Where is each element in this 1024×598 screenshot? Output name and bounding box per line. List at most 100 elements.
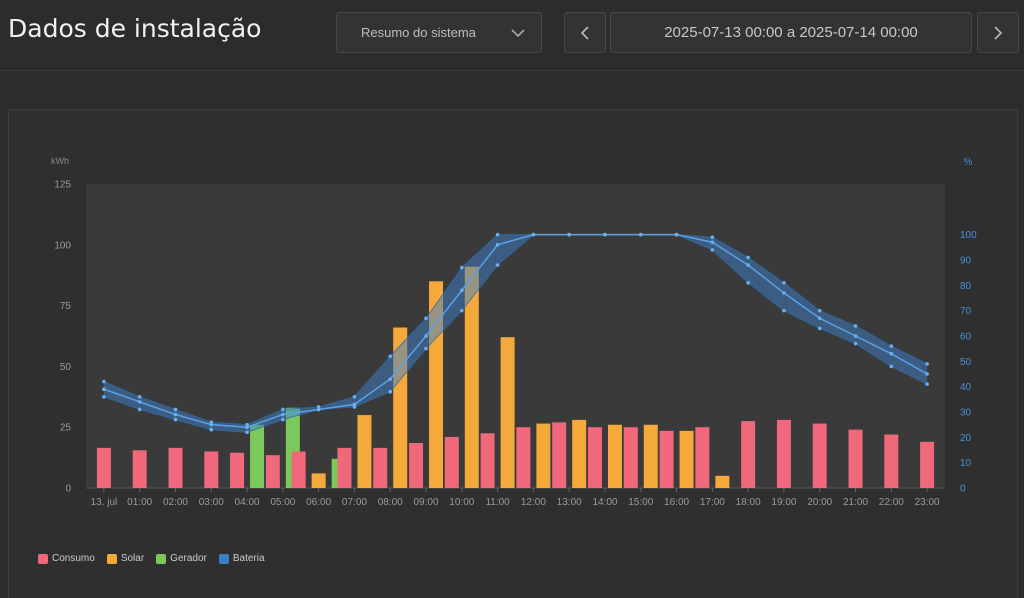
- battery-point: [603, 232, 607, 237]
- legend-swatch: [156, 553, 167, 564]
- battery-point: [102, 387, 106, 392]
- legend-item-consumo[interactable]: Consumo: [38, 553, 95, 564]
- battery-point: [424, 346, 428, 351]
- bar-consumo: [552, 422, 567, 488]
- y2-tick-label: 40: [960, 382, 972, 393]
- bar-solar: [715, 475, 730, 488]
- battery-max-line: [103, 234, 928, 426]
- next-period-button[interactable]: [977, 12, 1019, 53]
- bar-consumo: [884, 434, 899, 488]
- battery-point: [746, 281, 750, 285]
- y2-tick-label: 60: [960, 332, 972, 343]
- bar-consumo: [409, 443, 424, 488]
- battery-point: [853, 324, 858, 328]
- bar-consumo: [848, 429, 863, 488]
- x-tick-label: 21:00: [843, 497, 868, 508]
- view-select-label: Resumo do sistema: [361, 25, 476, 40]
- legend-label: Consumo: [52, 553, 95, 564]
- previous-period-button[interactable]: [564, 12, 606, 53]
- battery-point: [316, 407, 321, 412]
- y2-tick-label: 50: [960, 357, 972, 368]
- bar-consumo: [516, 427, 531, 488]
- battery-point: [710, 235, 715, 239]
- battery-point: [889, 344, 894, 348]
- battery-point: [388, 389, 393, 394]
- battery-point: [424, 334, 428, 338]
- page-title: Dados de instalação: [8, 14, 262, 43]
- legend-item-solar[interactable]: Solar: [106, 553, 145, 564]
- x-tick-label: 23:00: [915, 497, 940, 508]
- bar-consumo: [337, 447, 352, 488]
- battery-point: [245, 425, 249, 430]
- battery-point: [817, 326, 822, 331]
- battery-point: [388, 377, 393, 381]
- bar-consumo: [812, 423, 827, 488]
- x-tick-label: 20:00: [807, 497, 832, 508]
- view-select[interactable]: Resumo do sistema: [336, 12, 542, 53]
- battery-point: [137, 395, 142, 399]
- y2-tick-label: 100: [960, 230, 977, 241]
- legend-item-gerador[interactable]: Gerador: [156, 553, 207, 564]
- legend-label: Solar: [120, 553, 145, 564]
- battery-point: [817, 308, 822, 313]
- bar-consumo: [776, 419, 791, 488]
- date-range-display[interactable]: 2025-07-13 00:00 a 2025-07-14 00:00: [610, 12, 972, 53]
- legend-label: Gerador: [170, 553, 207, 564]
- battery-point: [889, 351, 894, 356]
- battery-point: [209, 420, 214, 424]
- battery-point: [137, 400, 142, 404]
- x-tick-label: 01:00: [127, 497, 152, 508]
- battery-point: [209, 422, 214, 427]
- battery-point: [853, 334, 858, 338]
- battery-point: [925, 362, 929, 366]
- battery-point: [245, 422, 249, 427]
- legend-label: Bateria: [232, 553, 265, 564]
- bar-consumo: [132, 450, 147, 488]
- y2-tick-label: 90: [960, 256, 972, 267]
- battery-point: [281, 417, 285, 422]
- battery-point: [495, 263, 500, 267]
- battery-point: [173, 412, 178, 417]
- x-tick-label: 14:00: [592, 497, 617, 508]
- bar-consumo: [168, 447, 183, 488]
- x-tick-label: 13. jul: [91, 497, 118, 508]
- bar-consumo: [695, 427, 710, 488]
- battery-point: [889, 364, 894, 369]
- y-tick-label: 0: [65, 484, 71, 495]
- battery-point: [102, 395, 106, 399]
- bar-consumo: [204, 451, 219, 488]
- y2-tick-label: 70: [960, 306, 972, 317]
- battery-point: [495, 232, 500, 237]
- x-tick-label: 11:00: [485, 497, 510, 508]
- bar-solar: [572, 419, 587, 488]
- bar-solar: [536, 423, 551, 488]
- battery-point: [782, 291, 786, 295]
- bar-consumo: [659, 430, 674, 488]
- battery-point: [746, 255, 750, 260]
- bar-solar: [643, 424, 658, 488]
- battery-point: [567, 232, 571, 237]
- battery-mean-line: [103, 233, 928, 428]
- battery-min-line: [103, 234, 928, 433]
- chevron-down-icon: [511, 28, 525, 37]
- battery-point: [782, 308, 786, 313]
- bar-consumo: [587, 427, 602, 488]
- y2-axis-unit-label: %: [964, 157, 973, 168]
- y-tick-label: 25: [60, 423, 72, 434]
- battery-point: [173, 417, 178, 422]
- bar-solar: [357, 415, 372, 488]
- battery-point: [281, 407, 285, 412]
- bar-consumo: [230, 452, 245, 488]
- battery-point: [817, 316, 822, 321]
- battery-point: [352, 405, 357, 409]
- x-tick-label: 22:00: [879, 497, 904, 508]
- x-tick-label: 05:00: [270, 497, 295, 508]
- x-tick-label: 18:00: [736, 497, 761, 508]
- x-tick-label: 07:00: [342, 497, 367, 508]
- battery-point: [531, 232, 536, 237]
- bar-consumo: [623, 427, 638, 488]
- battery-point: [352, 395, 357, 399]
- bar-consumo: [920, 441, 935, 488]
- legend-item-bateria[interactable]: Bateria: [218, 553, 265, 564]
- x-tick-label: 17:00: [700, 497, 725, 508]
